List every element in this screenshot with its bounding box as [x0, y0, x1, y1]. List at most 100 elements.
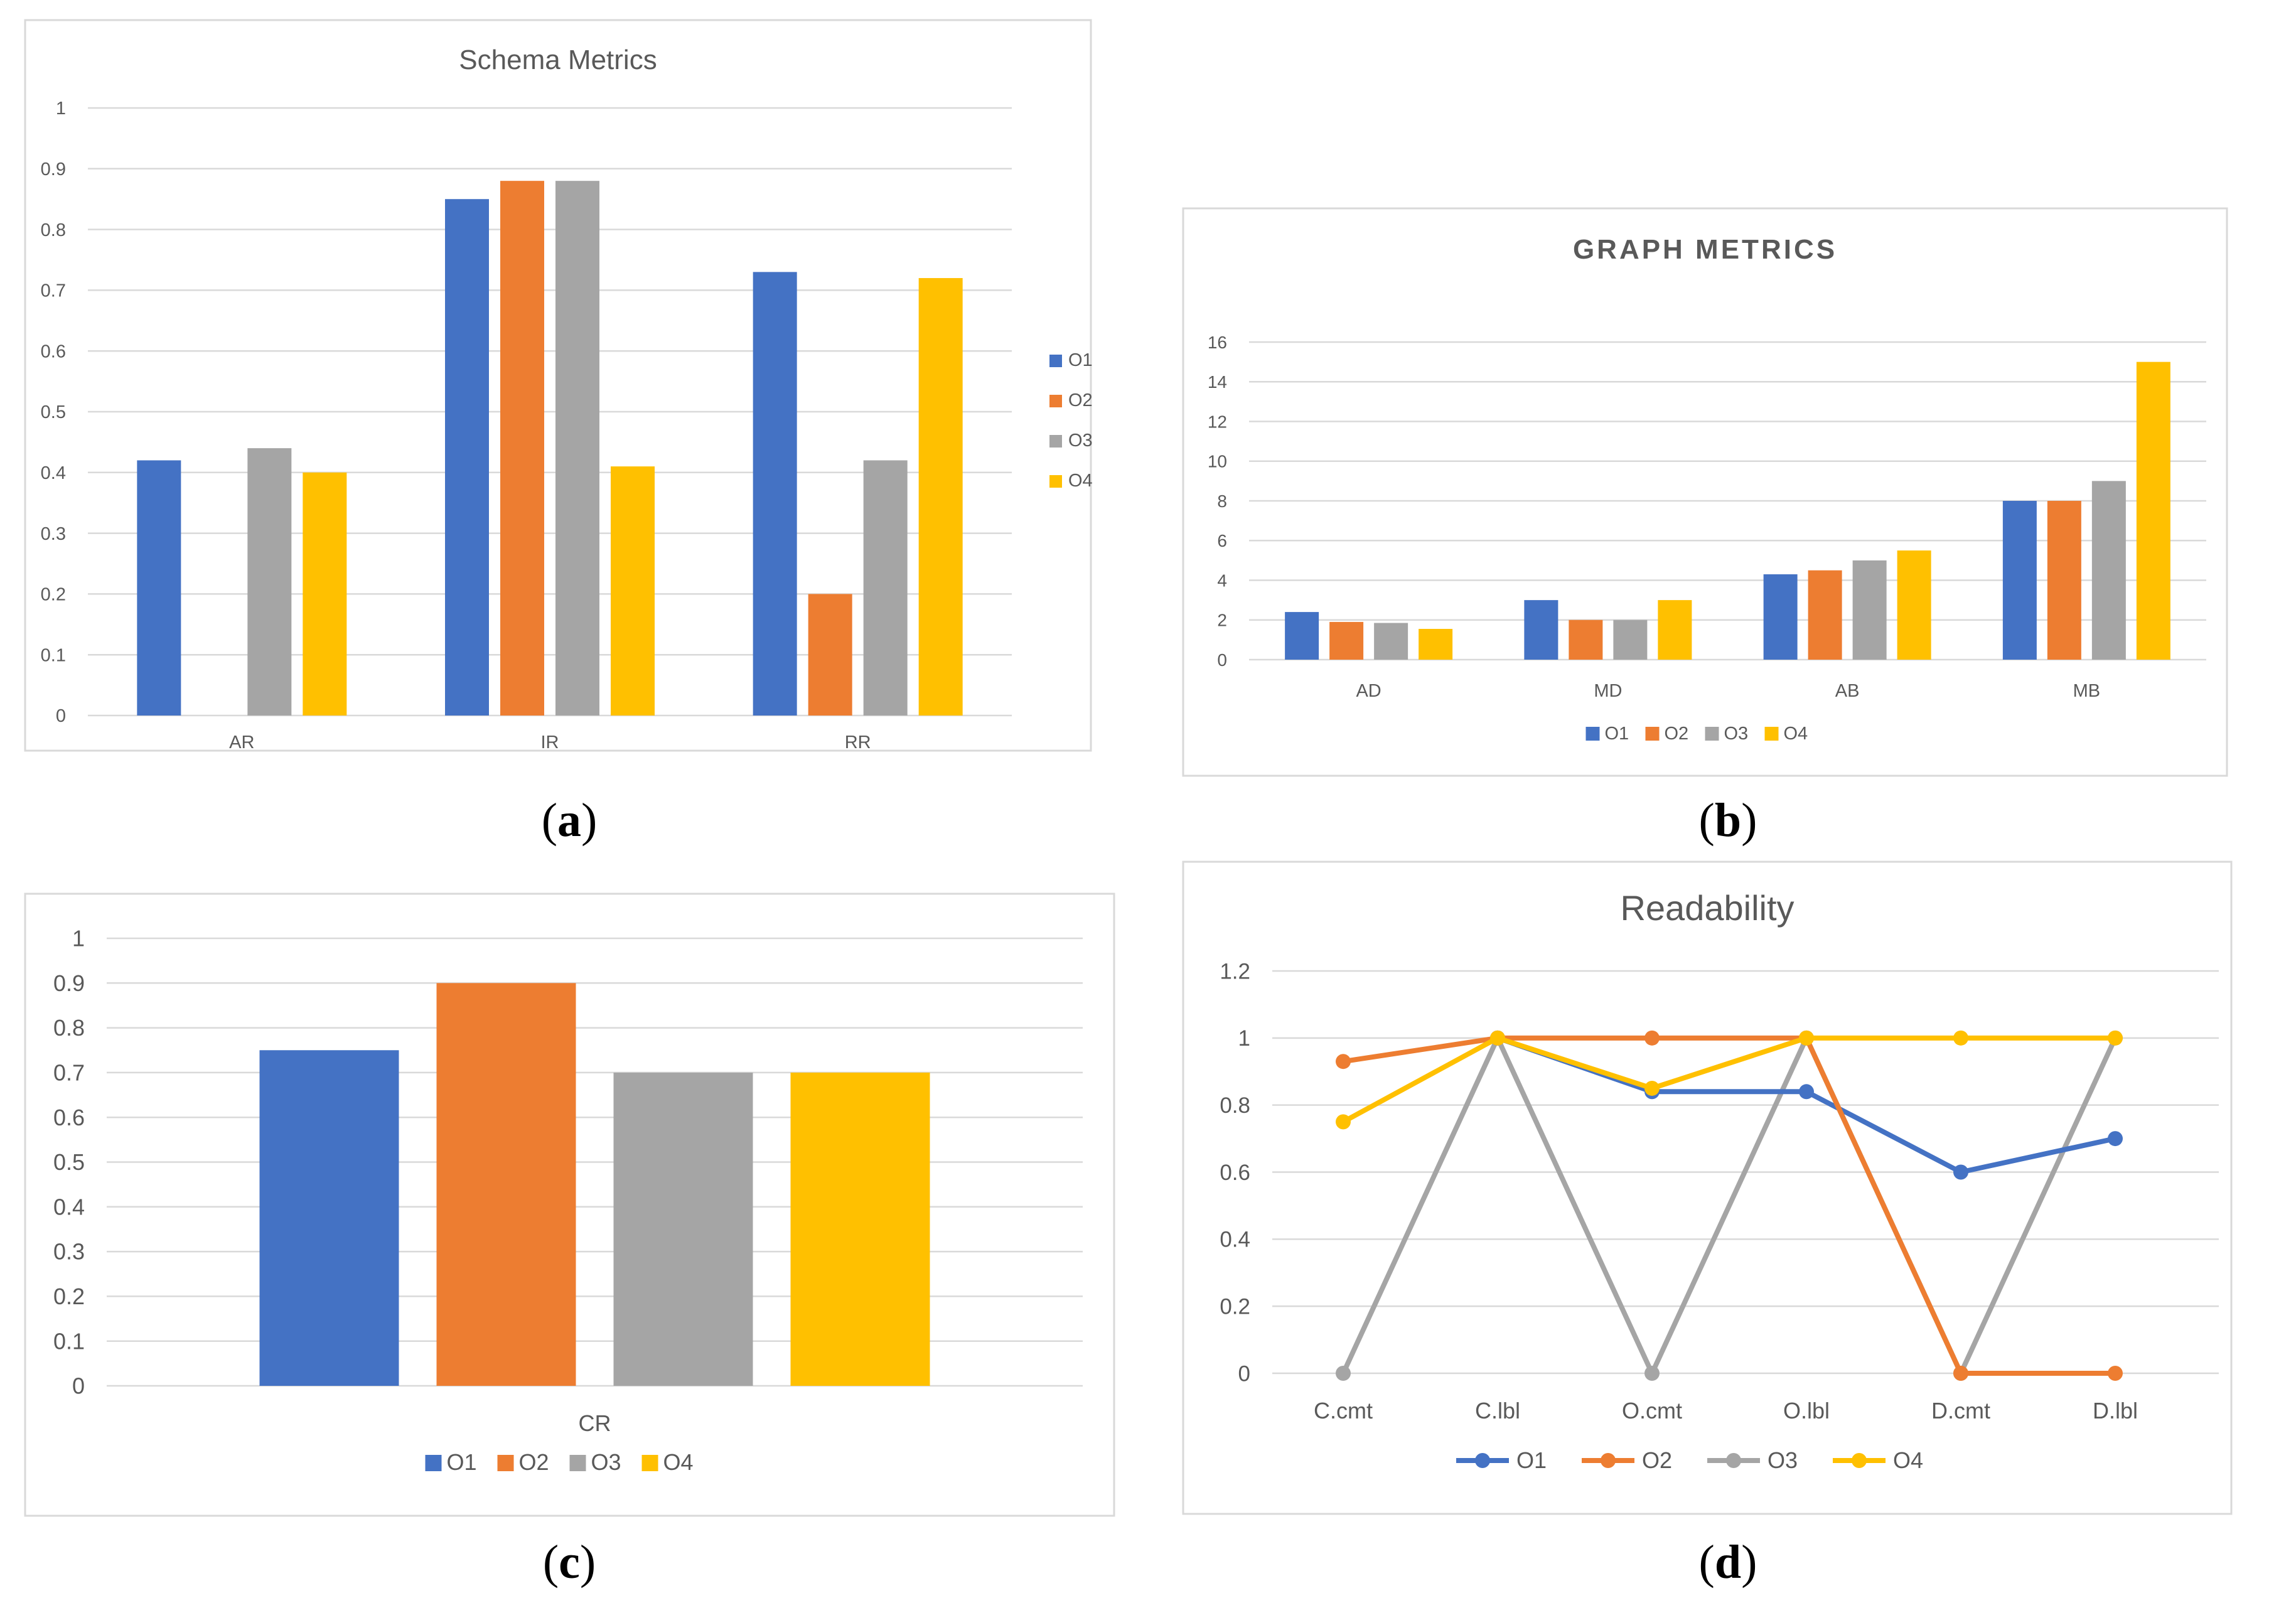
chart-d-point-o2-d-cmt	[1953, 1366, 1968, 1381]
panel-b-graph-metrics: GRAPH METRICS 0 2 4 6 8 10 12 14 16 AD MD AB MB O1 O2 O3…	[1182, 207, 2228, 777]
chart-b-bar-o3-ad	[1374, 623, 1408, 660]
chart-d-point-o1-d-lbl	[2108, 1131, 2123, 1147]
chart-a-ytick-label: 0.8	[41, 220, 66, 240]
chart-c-ytick-label: 0.5	[53, 1149, 85, 1175]
chart-d-legend-marker-o4	[1852, 1453, 1867, 1468]
chart-d-point-o4-d-cmt	[1953, 1030, 1968, 1046]
chart-b-legend-swatch-o2	[1645, 727, 1660, 741]
chart-c-ytick-label: 1	[72, 926, 85, 952]
chart-b-bar-o3-ab	[1852, 560, 1887, 660]
chart-b-ytick-label: 6	[1217, 531, 1227, 550]
chart-b-bar-o2-mb	[2047, 501, 2081, 660]
panel-a-schema-metrics: Schema Metrics 0 0.1 0.2 0.3 0.4 0.5 0.6 0.7 0.8 0…	[24, 19, 1093, 753]
chart-b-bar-o1-mb	[2002, 501, 2037, 660]
chart-d-point-o2-d-lbl	[2108, 1366, 2123, 1381]
caption-a-letter: a	[557, 794, 581, 847]
chart-b-bar-o4-ad	[1419, 628, 1453, 660]
chart-a-category-label: AR	[229, 732, 254, 753]
chart-c-ytick-label: 0	[72, 1373, 85, 1399]
chart-d-point-o4-c-lbl	[1490, 1030, 1505, 1046]
chart-b-bar-o4-ab	[1897, 550, 1931, 660]
chart-b-bar-o2-ad	[1329, 621, 1364, 660]
chart-c-legend-swatch-o1	[425, 1455, 442, 1471]
chart-c-legend-label-o2: O2	[519, 1449, 549, 1475]
chart-a-legend-label-o4: O4	[1068, 471, 1093, 491]
chart-d-ytick-label: 1	[1238, 1026, 1250, 1051]
chart-a-legend-label-o2: O2	[1068, 390, 1093, 410]
chart-b-bar-o4-md	[1658, 600, 1692, 660]
chart-c-ytick-label: 0.2	[53, 1284, 85, 1309]
chart-d-ytick-label: 0.2	[1220, 1294, 1250, 1319]
chart-a-legend-swatch-o1	[1049, 355, 1062, 367]
chart-a-ytick-label: 0.5	[41, 402, 66, 422]
chart-d-point-o4-o-cmt	[1644, 1080, 1660, 1096]
chart-a-bar-o2-rr	[808, 594, 852, 716]
chart-b-bar-o1-ab	[1763, 574, 1798, 660]
chart-b-bar-o3-mb	[2091, 481, 2126, 660]
chart-d-ytick-label: 0	[1238, 1361, 1250, 1386]
chart-a-ytick-label: 0.6	[41, 341, 66, 362]
chart-a-ytick-label: 0.7	[41, 281, 66, 301]
chart-a-legend-label-o3: O3	[1068, 431, 1093, 451]
chart-d-line-o3	[1341, 1035, 2118, 1376]
chart-c-bar-o4-cr	[790, 1072, 930, 1386]
chart-a-legend-swatch-o2	[1049, 395, 1062, 407]
chart-b-bar-o2-ab	[1808, 570, 1842, 660]
chart-a-bar-o3-ir	[555, 181, 599, 716]
chart-c-bar-o1-cr	[259, 1050, 399, 1386]
chart-d-point-o1-o-lbl	[1799, 1084, 1814, 1100]
chart-c-ytick-label: 0.1	[53, 1328, 85, 1354]
chart-c-ytick-label: 0.4	[53, 1194, 85, 1220]
chart-b-category-label: AB	[1835, 681, 1860, 701]
chart-b-ytick-label: 14	[1208, 372, 1227, 392]
chart-d-legend-marker-o2	[1601, 1453, 1616, 1468]
chart-a-bar-o4-ar	[303, 472, 347, 716]
chart-d-legend-label-o2: O2	[1642, 1447, 1672, 1473]
chart-a-bar-o1-ar	[137, 460, 181, 716]
chart-d-point-o1-d-cmt	[1953, 1164, 1968, 1180]
chart-d-point-o4-d-lbl	[2108, 1030, 2123, 1046]
chart-d-point-o3-c-cmt	[1336, 1366, 1351, 1381]
chart-b-legend-label-o3: O3	[1724, 724, 1749, 744]
chart-b-frame	[1182, 207, 2228, 777]
chart-a-bar-o3-ar	[247, 448, 292, 716]
chart-d-point-o3-o-cmt	[1644, 1366, 1660, 1381]
chart-d-ytick-label: 1.2	[1220, 959, 1250, 984]
chart-d-legend-label-o4: O4	[1893, 1447, 1923, 1473]
chart-c-ytick-label: 0.9	[53, 970, 85, 996]
chart-d-line-o4	[1342, 1035, 2115, 1124]
chart-a-ytick-label: 0.9	[41, 159, 66, 180]
chart-a-ytick-label: 1	[56, 99, 66, 119]
chart-d-point-o4-c-cmt	[1336, 1114, 1351, 1130]
chart-a-legend-label-o1: O1	[1068, 350, 1093, 370]
chart-d-category-label: D.cmt	[1931, 1398, 1990, 1423]
chart-b-bar-o3-md	[1613, 619, 1648, 660]
caption-c-letter: c	[559, 1536, 580, 1589]
caption-c: (c)	[542, 1536, 596, 1589]
chart-b-ytick-label: 4	[1217, 571, 1227, 590]
chart-a-ytick-label: 0.3	[41, 524, 66, 544]
chart-a-bar-o4-ir	[611, 466, 655, 716]
chart-c-ytick-label: 0.8	[53, 1015, 85, 1041]
chart-b-legend-label-o4: O4	[1784, 724, 1808, 744]
chart-a-bar-o2-ir	[500, 181, 544, 716]
caption-d: (d)	[1698, 1536, 1757, 1589]
chart-d-point-o2-c-cmt	[1336, 1054, 1351, 1070]
chart-d-title: Readability	[1620, 888, 1794, 928]
chart-d-legend-marker-o1	[1475, 1453, 1490, 1468]
chart-b-category-label: AD	[1356, 681, 1381, 701]
chart-d-category-label: D.lbl	[2093, 1398, 2138, 1423]
chart-a-bar-o3-rr	[863, 460, 908, 716]
chart-a-ytick-label: 0.4	[41, 463, 66, 483]
chart-a-legend-swatch-o4	[1049, 475, 1062, 488]
chart-a-ytick-label: 0	[56, 706, 66, 726]
chart-b-bar-o4-mb	[2136, 362, 2170, 660]
chart-b-bar-o1-md	[1524, 600, 1558, 660]
chart-d-category-label: C.lbl	[1475, 1398, 1520, 1423]
chart-b-legend-swatch-o1	[1585, 727, 1600, 741]
caption-b-letter: b	[1714, 794, 1742, 847]
caption-d-letter: d	[1714, 1536, 1742, 1589]
chart-c-legend-swatch-o4	[641, 1455, 658, 1471]
chart-b-ytick-label: 10	[1208, 452, 1227, 471]
chart-c-legend-swatch-o2	[497, 1455, 514, 1471]
